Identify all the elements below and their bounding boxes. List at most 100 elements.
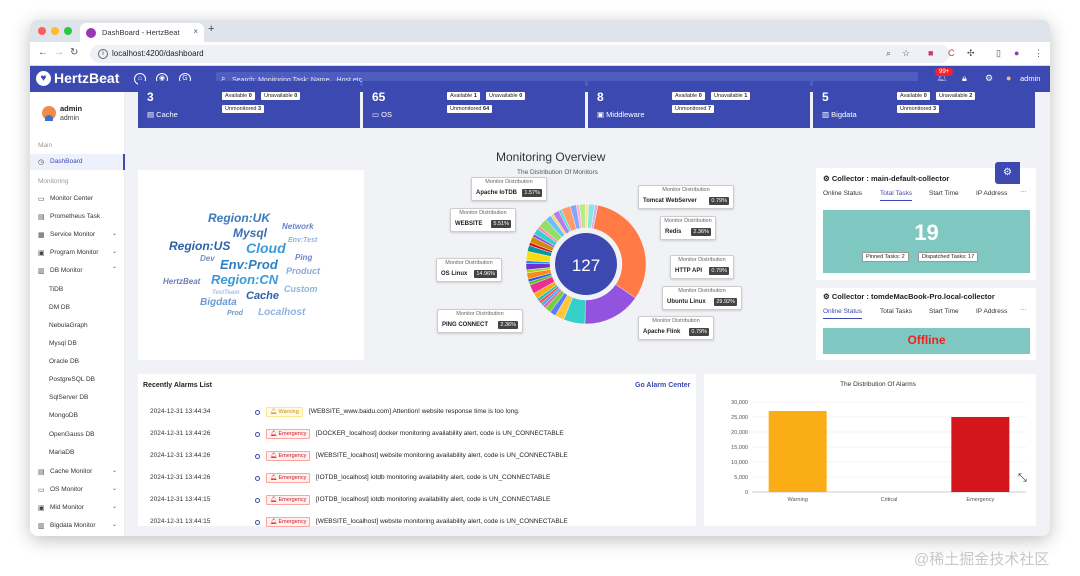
new-tab-button[interactable]: +	[208, 23, 215, 35]
sidebar-subitem-opengauss[interactable]: OpenGauss DB	[49, 431, 95, 438]
collector-status: Offline	[907, 333, 946, 347]
extension-icon[interactable]: ■	[928, 48, 934, 58]
monitor-distribution-donut[interactable]	[523, 199, 649, 329]
close-tab-icon[interactable]: ×	[193, 27, 198, 36]
sidebar-item-prometheus-task[interactable]: ▤ Prometheus Task	[30, 209, 125, 225]
reload-icon[interactable]: ↻	[70, 47, 79, 58]
maximize-window-button[interactable]	[64, 27, 72, 35]
sidebar-item-dashboard[interactable]: ◷ DashBoard	[30, 154, 125, 170]
bell-icon[interactable]: 🔔︎	[936, 73, 948, 83]
task-icon: ▤	[38, 214, 45, 221]
minimize-window-button[interactable]	[51, 27, 59, 35]
sidebar-item-os-monitor[interactable]: ▭ OS Monitor ⌄	[30, 482, 125, 498]
unavailable-chip: Unavailable 0	[486, 92, 526, 100]
donut-slice[interactable]	[591, 204, 599, 229]
wordcloud-word[interactable]: Region:UK	[208, 211, 270, 225]
tab-total-tasks[interactable]: Total Tasks	[880, 308, 913, 315]
wordcloud-word[interactable]: Network	[282, 222, 314, 231]
sidebar-subitem-tidb[interactable]: TiDB	[49, 286, 64, 293]
sidebar-subitem-dmdb[interactable]: DM DB	[49, 304, 70, 311]
chevron-down-icon: ⌄	[111, 522, 117, 528]
stat-card-cache[interactable]: 3 ▤ Cache Available 0 Unavailable 0 Unmo…	[138, 81, 360, 128]
more-tabs-icon[interactable]: ···	[1020, 188, 1027, 195]
sidebar-item-service-monitor[interactable]: ▦ Service Monitor ⌄	[30, 227, 125, 243]
puzzle-icon[interactable]: ✣	[967, 48, 975, 58]
sidebar-subitem-sqlserver[interactable]: SqlServer DB	[49, 394, 89, 401]
theme-settings-gear-icon[interactable]: ⚙	[995, 162, 1020, 184]
wordcloud-word[interactable]: Region:CN	[211, 272, 279, 287]
url-field[interactable]: i localhost:4200/dashboard	[90, 45, 950, 63]
menu-kebab-icon[interactable]: ⋮	[1034, 48, 1043, 58]
close-window-button[interactable]	[38, 27, 46, 35]
wordcloud-word[interactable]: Dev	[200, 254, 215, 263]
lock-icon[interactable]: 🔒︎	[962, 73, 967, 83]
tab-start-time[interactable]: Start Time	[929, 308, 959, 315]
sidebar-item-cache-monitor[interactable]: ▤ Cache Monitor ⌄	[30, 464, 125, 480]
wordcloud-word[interactable]: Cache	[246, 290, 280, 302]
tab-ip-address[interactable]: IP Address	[976, 308, 1008, 315]
sidebar-subitem-nebulagraph[interactable]: NebulaGraph	[49, 322, 88, 329]
sidebar-subitem-mysql[interactable]: Mysql DB	[49, 340, 77, 347]
profile-icon[interactable]: ●	[1014, 48, 1020, 58]
wordcloud-word[interactable]: TestTeam	[212, 290, 240, 296]
stat-card-bigdata[interactable]: 5 ▥ Bigdata Available 0 Unavailable 2 Un…	[813, 81, 1035, 128]
tab-online-status[interactable]: Online Status	[823, 308, 863, 319]
bell-icon: 🔔︎	[270, 497, 279, 503]
wordcloud-word[interactable]: Env:Test	[288, 237, 318, 244]
wordcloud-word[interactable]: Region:US	[169, 239, 231, 253]
wordcloud-word[interactable]: Custom	[284, 284, 318, 294]
stat-card-os[interactable]: 65 ▭ OS Available 1 Unavailable 0 Unmoni…	[363, 81, 585, 128]
sidebar-item-db-monitor[interactable]: ▥ DB Monitor ⌃	[30, 263, 125, 279]
sidebar-username: admin	[60, 104, 83, 113]
browser-tab[interactable]: DashBoard - HertzBeat ×	[80, 23, 204, 42]
wordcloud-word[interactable]: Mysql	[233, 226, 268, 240]
wordcloud-word[interactable]: Localhost	[258, 307, 306, 318]
wordcloud-word[interactable]: Product	[286, 266, 321, 276]
middleware-icon: ▣	[38, 505, 45, 512]
sidebar-subitem-oracle[interactable]: Oracle DB	[49, 358, 79, 365]
unmonitored-chip: Unmonitored 64	[447, 105, 493, 113]
tab-online-status[interactable]: Online Status	[823, 190, 863, 197]
tab-ip-address[interactable]: IP Address	[976, 190, 1008, 197]
wordcloud-word[interactable]: Env:Prod	[220, 257, 278, 272]
app-logo[interactable]: ♥ HertzBeat	[36, 70, 119, 86]
site-info-icon[interactable]: i	[98, 49, 108, 59]
settings-gear-icon[interactable]: ⚙	[985, 73, 994, 83]
more-tabs-icon[interactable]: ···	[1020, 306, 1027, 313]
hertzbeat-favicon-icon	[86, 28, 96, 38]
wordcloud-word[interactable]: Prod	[227, 310, 243, 317]
alarm-message: [WEBSITE_localhost] website monitoring a…	[316, 452, 568, 459]
wordcloud-word[interactable]: Ping	[295, 253, 313, 262]
go-alarm-center-link[interactable]: Go Alarm Center	[635, 382, 691, 389]
sidebar-item-mid-monitor[interactable]: ▣ Mid Monitor ⌄	[30, 500, 125, 516]
sidebar-subitem-postgresql[interactable]: PostgreSQL DB	[49, 376, 96, 383]
chart-bar-warning[interactable]	[768, 411, 827, 492]
zoom-icon[interactable]: ⌕	[886, 48, 892, 58]
sidebar-panel-icon[interactable]: ▯	[996, 48, 1001, 58]
back-arrow-icon[interactable]: ←	[38, 47, 48, 58]
sidebar-subitem-mariadb[interactable]: MariaDB	[49, 449, 75, 456]
forward-arrow-icon[interactable]: →	[54, 47, 64, 58]
watermark: @稀土掘金技术社区	[914, 551, 1050, 568]
sidebar-subitem-mongodb[interactable]: MongoDB	[49, 412, 78, 419]
wordcloud-word[interactable]: Bigdata	[200, 297, 237, 308]
sidebar-item-program-monitor[interactable]: ▣ Program Monitor ⌄	[30, 245, 125, 261]
bigdata-icon: ▥	[822, 110, 832, 119]
stat-card-middleware[interactable]: 8 ▣ Middleware Available 0 Unavailable 1…	[588, 81, 810, 128]
bell-icon: 🔔︎	[270, 475, 279, 481]
sidebar-item-bigdata-monitor[interactable]: ▥ Bigdata Monitor ⌄	[30, 518, 125, 534]
magic-wand-icon[interactable]: ⤡	[1018, 472, 1027, 484]
header-username[interactable]: admin	[1020, 74, 1041, 83]
sidebar-item-label: Bigdata Monitor	[50, 522, 96, 529]
wordcloud-word[interactable]: HertzBeat	[163, 277, 201, 286]
bookmark-star-icon[interactable]: ☆	[902, 48, 911, 58]
tab-total-tasks[interactable]: Total Tasks	[880, 190, 913, 201]
user-avatar-icon[interactable]: ●	[1006, 73, 1012, 83]
wordcloud-word[interactable]: Cloud	[246, 240, 286, 256]
chart-bar-emergency[interactable]	[951, 417, 1010, 492]
tab-start-time[interactable]: Start Time	[929, 190, 959, 197]
alarms-title: Recently Alarms List	[143, 382, 212, 389]
sidebar-item-monitor-center[interactable]: ▭ Monitor Center	[30, 191, 125, 207]
unavailable-chip: Unavailable 0	[261, 92, 301, 100]
extension-c-icon[interactable]: C	[948, 48, 955, 58]
